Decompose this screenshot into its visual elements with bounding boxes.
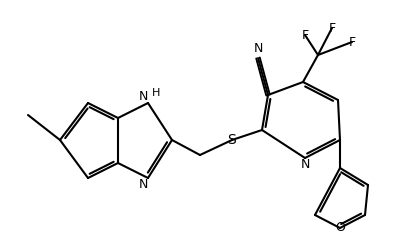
Text: H: H [152, 88, 160, 98]
Text: N: N [300, 158, 309, 171]
Text: N: N [253, 42, 262, 54]
Text: S: S [227, 133, 236, 147]
Text: O: O [334, 222, 344, 234]
Text: F: F [301, 28, 308, 42]
Text: F: F [328, 22, 335, 35]
Text: F: F [348, 36, 354, 49]
Text: N: N [138, 90, 148, 103]
Text: N: N [138, 178, 148, 191]
